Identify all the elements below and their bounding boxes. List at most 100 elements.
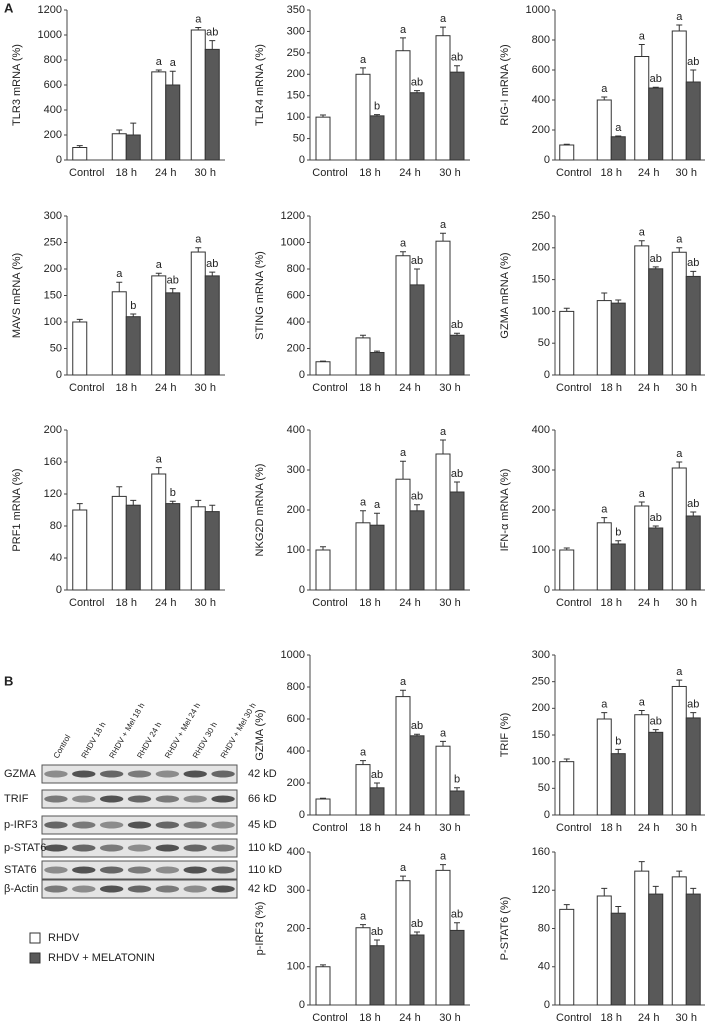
bar <box>315 549 331 591</box>
y-tick-label: 600 <box>44 79 62 91</box>
x-tick-label: 24 h <box>155 167 176 179</box>
bar <box>190 506 206 591</box>
x-tick-label: 24 h <box>399 382 420 394</box>
error-bar <box>360 67 366 75</box>
y-tick-label: 400 <box>44 104 62 116</box>
y-axis-label: GZMA mRNA (%) <box>499 252 511 338</box>
blot-band <box>155 795 180 803</box>
bar <box>409 510 425 591</box>
blot-band <box>127 866 152 874</box>
error-bar <box>563 143 570 145</box>
x-tick-label: 30 h <box>195 167 216 179</box>
significance-letter: b <box>130 300 136 312</box>
bar <box>395 880 411 1006</box>
y-tick-label: 80 <box>50 520 62 532</box>
y-axis-label: GZMA (%) <box>254 709 266 760</box>
bar <box>369 945 385 1006</box>
blot-band <box>72 885 96 893</box>
significance-letter: a <box>400 447 407 459</box>
blot-row-label: p-IRF3 <box>4 819 38 831</box>
significance-letter: ab <box>411 76 423 88</box>
y-tick-label: 50 <box>50 342 62 354</box>
blot-band <box>99 795 124 803</box>
x-tick-label: 24 h <box>638 1012 659 1024</box>
blot-band <box>183 885 207 893</box>
blot-band <box>44 866 68 874</box>
y-tick-label: 1200 <box>38 4 62 16</box>
x-tick-label: 30 h <box>676 382 697 394</box>
y-tick-label: 100 <box>532 756 550 768</box>
significance-letter: ab <box>451 52 463 64</box>
y-tick-label: 50 <box>293 132 305 144</box>
x-tick-label: 24 h <box>638 167 659 179</box>
blot-band <box>211 821 235 829</box>
y-tick-label: 600 <box>287 289 305 301</box>
blot-band <box>183 866 207 874</box>
blot-band <box>183 770 207 778</box>
y-tick-label: 160 <box>44 456 62 468</box>
blot-band <box>155 821 180 829</box>
blot-size-label: 110 kD <box>248 864 282 876</box>
x-tick-label: 24 h <box>399 1012 420 1024</box>
x-tick-label: 24 h <box>399 597 420 609</box>
error-bar <box>320 964 326 967</box>
y-tick-label: 0 <box>544 584 550 596</box>
error-bar <box>601 517 608 523</box>
legend-swatch <box>29 932 41 944</box>
bar <box>409 735 425 816</box>
blot-band <box>44 795 68 803</box>
y-axis-label: NKG2D mRNA (%) <box>254 464 266 557</box>
significance-letter: a <box>400 238 407 250</box>
significance-letter: ab <box>411 255 423 267</box>
x-tick-label: 18 h <box>116 597 137 609</box>
bar <box>449 71 465 161</box>
bar <box>151 71 167 161</box>
error-bar <box>116 486 123 497</box>
significance-letter: ab <box>687 498 699 510</box>
x-tick-label: 30 h <box>439 597 460 609</box>
error-bar <box>169 500 176 504</box>
error-bar <box>195 247 202 253</box>
blot-band <box>155 844 180 852</box>
blot-row-label: p-STAT6 <box>4 842 46 854</box>
bar <box>125 316 141 376</box>
bar <box>151 473 167 591</box>
x-tick-label: 30 h <box>439 382 460 394</box>
bar <box>596 99 612 161</box>
bar <box>355 337 371 376</box>
blot-size-label: 42 kD <box>248 883 277 895</box>
x-tick-label: 30 h <box>676 822 697 834</box>
y-tick-label: 0 <box>544 999 550 1011</box>
bar <box>449 334 465 376</box>
y-tick-label: 300 <box>287 25 305 37</box>
bar <box>355 927 371 1006</box>
y-tick-label: 100 <box>532 305 550 317</box>
error-bar <box>374 512 380 526</box>
bar <box>369 351 385 376</box>
error-bar <box>652 266 659 269</box>
significance-letter: ab <box>650 716 662 728</box>
y-tick-label: 0 <box>299 369 305 381</box>
y-tick-label: 150 <box>44 289 62 301</box>
significance-letter: a <box>400 24 407 36</box>
y-tick-label: 0 <box>299 999 305 1011</box>
blot-row-label: TRIF <box>4 793 29 805</box>
bar <box>634 56 650 161</box>
error-bar <box>130 499 137 506</box>
bar <box>165 84 181 161</box>
significance-letter: ab <box>411 491 423 503</box>
significance-letter: ab <box>206 27 218 39</box>
error-bar <box>400 37 406 51</box>
x-tick-label: Control <box>312 167 347 179</box>
bar <box>190 251 206 376</box>
bar <box>355 522 371 591</box>
y-tick-label: 1000 <box>38 29 62 41</box>
error-bar <box>374 350 380 353</box>
error-bar <box>563 758 570 762</box>
y-tick-label: 1200 <box>281 210 305 222</box>
y-tick-label: 1000 <box>281 236 305 248</box>
blot-band <box>183 821 207 829</box>
significance-letter: a <box>440 727 447 739</box>
legend-label: RHDV <box>48 932 80 944</box>
error-bar <box>195 499 202 507</box>
